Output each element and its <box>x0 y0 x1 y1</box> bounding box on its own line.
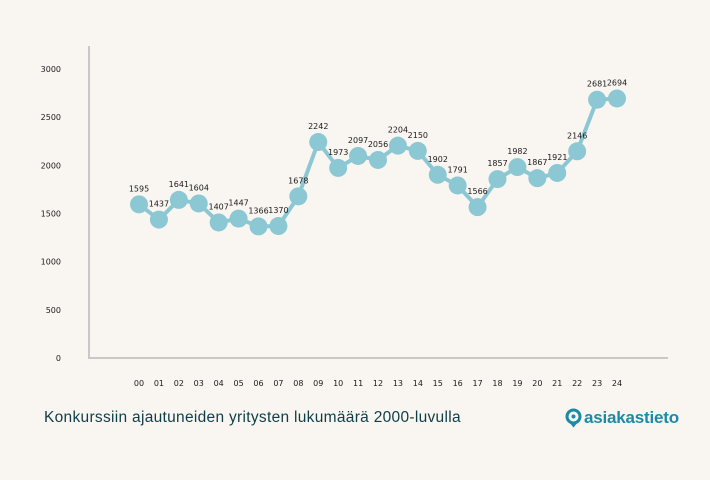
data-point <box>568 142 587 161</box>
x-tick-label: 04 <box>214 379 224 388</box>
data-label: 2150 <box>408 131 428 140</box>
data-point <box>608 89 626 108</box>
data-label: 2694 <box>607 78 627 87</box>
data-point <box>488 170 507 189</box>
x-tick-label: 00 <box>134 379 144 388</box>
data-point <box>269 217 288 236</box>
y-tick-label: 0 <box>56 354 61 363</box>
x-tick-label: 23 <box>592 379 602 388</box>
y-tick-label: 1500 <box>41 210 61 219</box>
data-label: 2681 <box>587 80 607 89</box>
data-point <box>448 176 467 195</box>
data-point <box>169 190 188 209</box>
data-label: 1791 <box>447 165 467 174</box>
line-chart: 0 500 1000 1500 2000 2500 3000 00 01 02 03 04 05 06 0… <box>41 46 668 388</box>
x-tick-label: 19 <box>512 379 522 388</box>
location-pin-icon <box>565 408 582 428</box>
x-tick-label: 17 <box>472 379 482 388</box>
data-label: 1921 <box>547 153 567 162</box>
x-tick-label: 12 <box>373 379 383 388</box>
data-label: 1973 <box>328 148 348 157</box>
data-label: 1407 <box>208 202 228 211</box>
data-label: 1370 <box>268 206 288 215</box>
data-point <box>548 163 567 182</box>
data-point <box>189 194 208 213</box>
data-point <box>528 169 547 188</box>
x-tick-label: 01 <box>154 379 164 388</box>
x-tick-label: 14 <box>413 379 423 388</box>
x-tick-label: 06 <box>253 379 263 388</box>
data-point <box>229 209 248 228</box>
data-point <box>588 90 607 109</box>
data-label: 2146 <box>567 131 587 140</box>
data-label: 1595 <box>129 184 149 193</box>
x-tick-label: 16 <box>453 379 463 388</box>
x-tick-label: 15 <box>433 379 443 388</box>
y-tick-label: 3000 <box>41 65 61 74</box>
x-tick-label: 05 <box>233 379 243 388</box>
y-tick-label: 500 <box>46 306 61 315</box>
data-label: 1447 <box>228 199 248 208</box>
x-tick-label: 09 <box>313 379 323 388</box>
brand-logo: asiakastieto <box>565 408 679 428</box>
data-label: 1982 <box>507 147 527 156</box>
data-point <box>209 213 228 232</box>
data-label: 1641 <box>169 180 189 189</box>
chart-caption: Konkurssiin ajautuneiden yritysten lukum… <box>44 409 461 426</box>
x-tick-label: 11 <box>353 379 363 388</box>
data-point <box>149 210 168 229</box>
x-tick-label: 13 <box>393 379 403 388</box>
data-label: 1366 <box>248 206 268 215</box>
data-label: 2242 <box>308 122 328 131</box>
data-label: 1867 <box>527 158 547 167</box>
data-point <box>388 136 407 155</box>
data-point <box>349 146 368 165</box>
data-label: 2204 <box>388 126 408 135</box>
x-tick-label: 03 <box>194 379 204 388</box>
x-tick-label: 10 <box>333 379 343 388</box>
data-label: 1902 <box>428 155 448 164</box>
data-label: 2056 <box>368 140 388 149</box>
x-tick-label: 22 <box>572 379 582 388</box>
data-label: 1604 <box>189 183 209 192</box>
y-tick-label: 2000 <box>41 161 61 170</box>
data-point <box>249 217 268 236</box>
y-tick-label: 2500 <box>41 113 61 122</box>
x-tick-label: 20 <box>532 379 542 388</box>
data-label: 1857 <box>487 159 507 168</box>
x-tick-label: 24 <box>612 379 622 388</box>
data-point <box>289 187 308 206</box>
x-tick-label: 18 <box>492 379 502 388</box>
data-point <box>329 158 348 177</box>
x-tick-label: 21 <box>552 379 562 388</box>
brand-name: asiakastieto <box>584 408 679 427</box>
data-point <box>508 158 527 177</box>
data-label: 1678 <box>288 176 308 185</box>
data-point <box>468 198 487 217</box>
data-point <box>369 150 387 169</box>
y-tick-label: 1000 <box>41 258 61 267</box>
data-point <box>428 165 447 184</box>
x-tick-label: 02 <box>174 379 184 388</box>
data-point <box>309 133 328 152</box>
data-label: 1566 <box>467 187 487 196</box>
data-point <box>408 141 427 160</box>
data-label: 1437 <box>149 200 169 209</box>
data-point <box>130 195 148 214</box>
x-tick-label: 07 <box>273 379 283 388</box>
data-label: 2097 <box>348 136 368 145</box>
x-tick-label: 08 <box>293 379 303 388</box>
